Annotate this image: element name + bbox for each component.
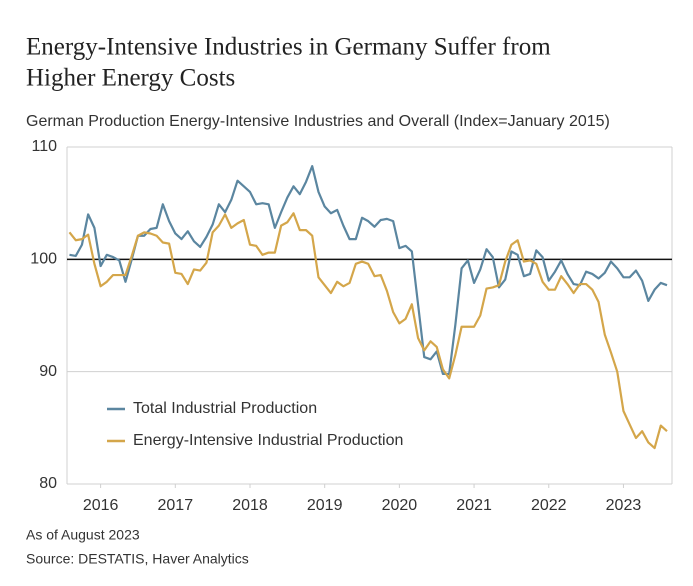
x-tick-label: 2017 [158, 497, 194, 514]
x-tick-label: 2016 [83, 497, 119, 514]
x-tick-label: 2021 [456, 497, 492, 514]
x-tick-label: 2023 [606, 497, 642, 514]
legend-label: Total Industrial Production [133, 400, 317, 417]
x-tick-label: 2018 [232, 497, 268, 514]
y-tick-label: 110 [31, 138, 57, 155]
x-tick-label: 2022 [531, 497, 567, 514]
y-tick-label: 90 [39, 363, 57, 380]
x-tick-label: 2019 [307, 497, 343, 514]
chart-subtitle: German Production Energy-Intensive Indus… [26, 113, 610, 130]
y-tick-label: 80 [39, 475, 57, 492]
source: Source: DESTATIS, Haver Analytics [26, 551, 249, 567]
x-tick-label: 2020 [382, 497, 418, 514]
chart-title-line: Higher Energy Costs [26, 65, 235, 92]
y-tick-label: 100 [30, 251, 57, 268]
note: As of August 2023 [26, 527, 140, 543]
legend-label: Energy-Intensive Industrial Production [133, 432, 403, 449]
chart-title-line: Energy-Intensive Industries in Germany S… [26, 34, 551, 61]
series-line [69, 164, 668, 376]
series-line [68, 212, 668, 450]
